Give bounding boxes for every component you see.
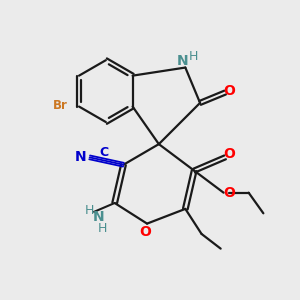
Text: N: N	[74, 150, 86, 164]
Text: N: N	[93, 210, 105, 224]
Text: C: C	[100, 146, 109, 159]
Text: H: H	[85, 205, 94, 218]
Text: N: N	[177, 54, 189, 68]
Text: O: O	[139, 225, 151, 239]
Text: O: O	[224, 147, 236, 161]
Text: Br: Br	[53, 100, 68, 112]
Text: O: O	[224, 83, 236, 98]
Text: H: H	[189, 50, 198, 63]
Text: H: H	[98, 222, 108, 235]
Text: O: O	[223, 186, 235, 200]
